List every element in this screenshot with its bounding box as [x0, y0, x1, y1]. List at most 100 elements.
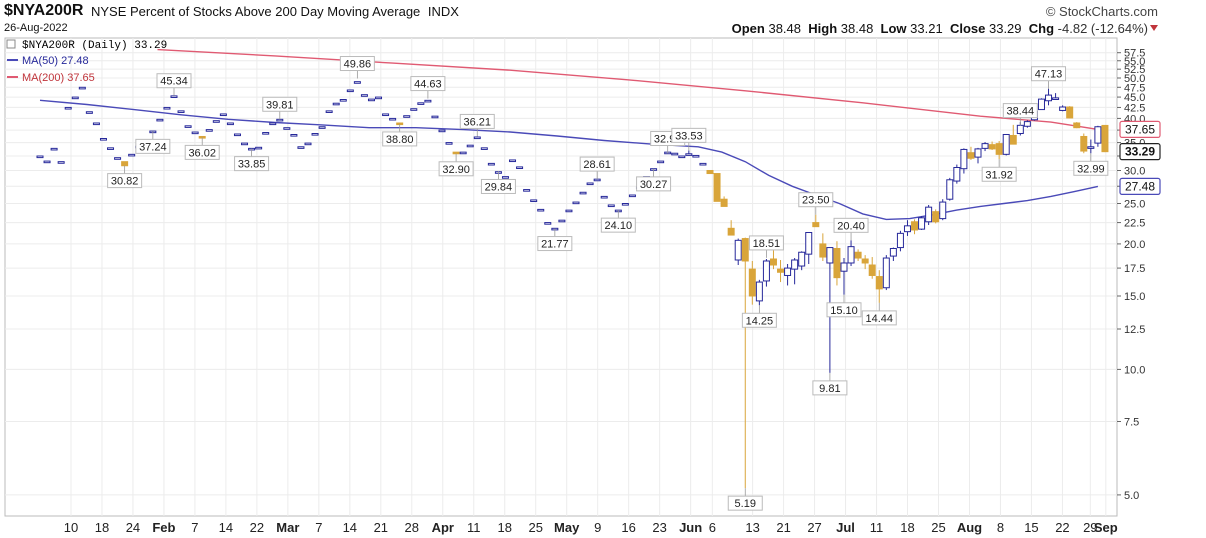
- x-tick-label: 9: [594, 520, 601, 535]
- candle-up: [925, 206, 933, 223]
- exchange-label: INDX: [427, 4, 459, 19]
- candle-up: [579, 191, 587, 195]
- candle-up: [269, 122, 277, 126]
- candle-up: [410, 108, 418, 111]
- x-axis: 10 18 24 Feb 7 14 22 Mar 7 14 21 28 Apr 11 18 25 May 9 16 2…: [64, 520, 1118, 535]
- y-tick-label: 50.0: [1124, 73, 1145, 85]
- candle-up: [882, 257, 890, 289]
- y-tick-label: 47.5: [1124, 82, 1145, 94]
- candle-up: [438, 129, 446, 133]
- candle-up: [1052, 97, 1060, 100]
- x-tick-label: 21: [374, 520, 388, 535]
- y-tick-label: 7.5: [1124, 416, 1139, 428]
- legend-ma200: MA(200) 37.65: [22, 72, 95, 84]
- annotation-label: 44.63: [414, 79, 442, 91]
- candle-up: [593, 178, 601, 182]
- candle-up: [114, 157, 122, 160]
- annotation-box: [156, 73, 192, 89]
- candle-up: [501, 176, 509, 179]
- annotation-box: [107, 173, 143, 189]
- candle-up: [78, 86, 86, 90]
- annotation-label: 47.13: [1035, 69, 1063, 81]
- annotation-label: 32.99: [1077, 163, 1105, 175]
- x-tick-label: 22: [250, 520, 264, 535]
- high-value: 38.48: [840, 21, 874, 36]
- candle-up: [840, 262, 848, 272]
- candle-down: [819, 243, 827, 258]
- candle-up: [939, 201, 947, 220]
- candle-up: [685, 153, 693, 156]
- legend-ma50: MA(50) 27.48: [22, 55, 89, 67]
- candle-down: [995, 143, 1003, 155]
- candle-up: [918, 217, 926, 230]
- brand-label[interactable]: © StockCharts.com: [1045, 4, 1158, 19]
- annotation-box: [798, 192, 834, 208]
- x-tick-label: Jun: [679, 520, 702, 535]
- candle-up: [798, 251, 806, 267]
- candle-up: [283, 127, 291, 130]
- candle-up: [847, 246, 855, 264]
- candle-down: [861, 258, 869, 264]
- candle-up: [304, 142, 312, 146]
- annotation-label: 36.02: [188, 147, 216, 159]
- annotation-label: 37.24: [139, 141, 167, 153]
- x-tick-label: 18: [498, 520, 512, 535]
- candle-up: [1037, 98, 1045, 111]
- x-tick-label: 22: [1055, 520, 1069, 535]
- annotation-box: [339, 56, 375, 72]
- annotation-box: [833, 217, 869, 233]
- candle-down: [720, 198, 728, 207]
- candle-up: [403, 115, 411, 118]
- annotation-box: [1002, 103, 1038, 119]
- x-tick-label: 23: [652, 520, 666, 535]
- x-tick-label: 21: [776, 520, 790, 535]
- value-tag-label: 27.48: [1125, 179, 1155, 193]
- candle-up: [163, 106, 171, 110]
- candle-up: [375, 96, 383, 100]
- candle-up: [1045, 94, 1053, 102]
- annotation-label: 45.34: [160, 76, 188, 88]
- candle-up: [219, 113, 227, 117]
- y-tick-label: 22.5: [1124, 218, 1145, 230]
- y-tick-label: 20.0: [1124, 239, 1145, 251]
- value-tag-box: [1119, 177, 1161, 195]
- candle-up: [1023, 121, 1031, 127]
- annotation-box: [748, 235, 784, 251]
- candle-up: [360, 94, 368, 97]
- annotation-label: 15.10: [830, 305, 858, 317]
- candle-down: [777, 268, 785, 273]
- chg-value: -4.82 (-12.64%): [1057, 21, 1148, 36]
- annotation-label: 38.80: [386, 134, 414, 146]
- candle-up: [339, 99, 347, 102]
- annotation-label: 21.77: [541, 239, 569, 251]
- candle-up: [544, 222, 552, 225]
- candle-up: [1094, 126, 1102, 144]
- candle-up: [382, 113, 390, 117]
- x-tick-label: 18: [900, 520, 914, 535]
- candle-up: [657, 160, 665, 164]
- x-tick-label: 16: [621, 520, 635, 535]
- candle-up: [466, 144, 474, 148]
- candle-up: [445, 142, 453, 145]
- y-tick-label: 17.5: [1124, 263, 1145, 275]
- candle-up: [276, 118, 284, 122]
- y-tick-label: 55.0: [1124, 56, 1145, 68]
- candle-up: [156, 118, 164, 122]
- candle-down: [452, 151, 460, 155]
- candle-up: [565, 209, 573, 213]
- grid-lines: [5, 38, 1117, 516]
- candle-up: [353, 81, 361, 84]
- annotation-box: [671, 127, 707, 143]
- legend-main: $NYA200R (Daily) 33.29: [22, 40, 167, 52]
- annotation-box: [438, 161, 474, 177]
- candle-up: [671, 152, 679, 156]
- candle-up: [621, 203, 629, 206]
- y-tick-label: 12.5: [1124, 324, 1145, 336]
- y-axis: 5.07.510.012.515.017.520.022.525.027.530…: [1117, 48, 1145, 502]
- candle-down: [868, 264, 876, 276]
- candle-up: [678, 155, 686, 159]
- candle-up: [699, 162, 707, 166]
- candle-up: [459, 151, 467, 155]
- annotations: 30.82 45.34 37.24 36.02 39.81 33.85 49.86 44.63…: [107, 56, 1109, 511]
- annotation-label: 29.84: [485, 181, 513, 193]
